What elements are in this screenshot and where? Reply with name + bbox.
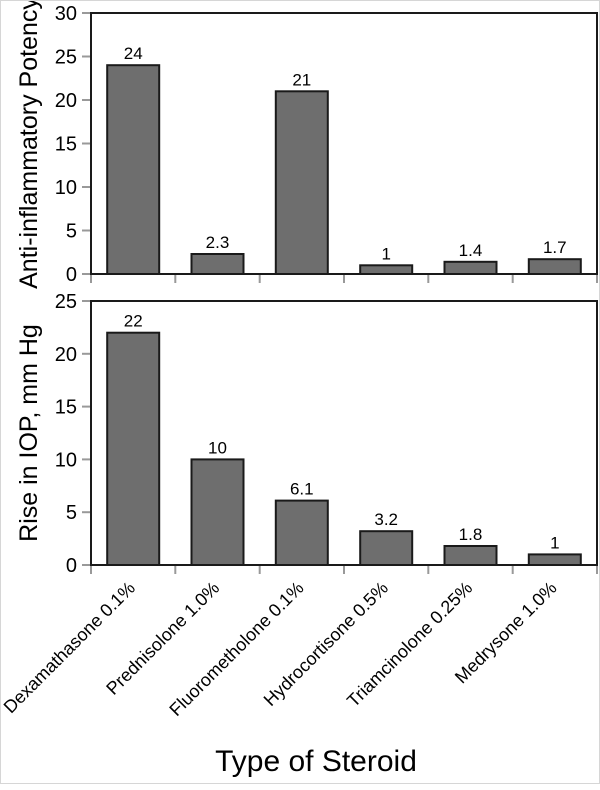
y-axis-title-top: Anti-inflammatory Potency [15,1,43,289]
y-tick-label: 0 [66,555,77,577]
y-tick-label: 10 [55,177,77,199]
panel-top: 24 2.3 21 1 1.4 1.7 0 5 10 15 20 25 30 [55,3,598,286]
y-tick-label: 20 [55,344,77,366]
bar-value-label: 1.8 [459,525,483,544]
bar-top-2 [190,253,245,275]
y-tick-label: 0 [66,264,77,286]
plot-frame [90,300,598,566]
bar-value-label: 24 [124,44,143,63]
bar-value-label: 2.3 [206,233,230,252]
y-axis-title-bottom: Rise in IOP, mm Hg [15,324,43,542]
bar-top-3 [274,90,329,275]
bar-value-label: 22 [124,312,143,331]
bar-value-label: 3.2 [374,510,398,529]
bar-bottom-4 [359,530,414,567]
bar-bottom-1 [106,331,161,567]
y-tick-label: 5 [66,502,77,524]
bar-value-label: 1 [550,533,559,552]
bar-bottom-3 [274,499,329,567]
bar-value-label: 1 [381,244,390,263]
y-tick-label: 25 [55,291,77,313]
y-tick-label: 15 [55,397,77,419]
y-tick-label: 5 [66,221,77,243]
bar-top-6 [527,258,582,276]
bar-top-1 [106,64,161,275]
y-tick-label: 15 [55,134,77,156]
x-axis-title: Type of Steroid [215,745,417,778]
y-tick-label: 30 [55,3,77,25]
y-tick-label: 20 [55,90,77,112]
bar-top-4 [359,264,414,275]
y-tick-label: 10 [55,449,77,471]
bar-value-label: 21 [292,70,311,89]
bar-value-label: 6.1 [290,480,314,499]
bar-value-label: 1.7 [543,238,567,257]
plot-frame [90,12,598,275]
bar-top-5 [443,260,498,275]
bar-value-label: 10 [208,438,227,457]
bar-bottom-2 [190,458,245,566]
bar-value-label: 1.4 [459,241,483,260]
bar-bottom-6 [527,553,582,567]
bar-bottom-5 [443,545,498,566]
y-tick-label: 25 [55,47,77,69]
